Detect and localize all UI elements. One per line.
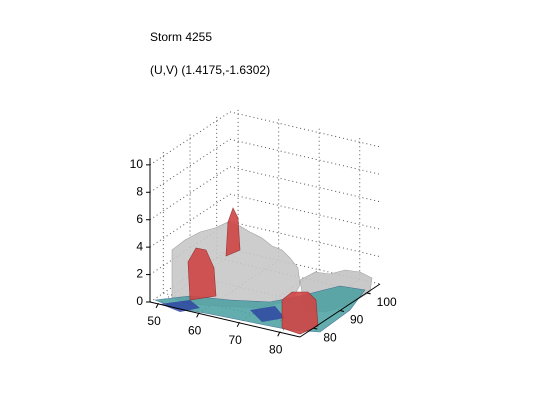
red-surface <box>225 207 241 257</box>
x-axis <box>149 301 301 338</box>
z-tick-label: 4 <box>136 239 143 253</box>
z-tick-label: 2 <box>136 267 143 281</box>
z-tick-label: 6 <box>136 212 143 226</box>
grid-line <box>229 193 381 230</box>
grid-line <box>229 111 381 148</box>
red-surface <box>281 291 319 335</box>
chart-title: Storm 4255 <box>150 30 212 44</box>
x-tick-label: 80 <box>269 342 283 356</box>
y-tick-label: 80 <box>323 330 337 344</box>
grid-line <box>229 138 381 175</box>
y-tick-label: 90 <box>350 313 364 327</box>
y-tick-label: 100 <box>377 295 397 309</box>
tick-mark <box>155 303 159 309</box>
x-tick-label: 70 <box>229 333 243 347</box>
x-tick-label: 60 <box>188 324 202 338</box>
chart-subtitle: (U,V) (1.4175,-1.6302) <box>150 63 270 77</box>
blue-surface <box>160 300 285 322</box>
tick-mark <box>236 322 240 328</box>
red-surface <box>187 247 217 301</box>
z-tick-label: 0 <box>136 294 143 308</box>
tick-mark <box>196 313 200 318</box>
axes: 50 60 70 80 80 90 100 0 2 4 6 8 10 <box>130 157 397 356</box>
tick-mark <box>366 292 371 295</box>
z-tick-label: 10 <box>130 157 144 171</box>
tick-mark <box>277 332 281 337</box>
grid-line <box>229 221 381 258</box>
tick-mark <box>339 310 345 312</box>
tick-mark <box>313 327 318 330</box>
grid-line <box>229 166 381 203</box>
x-tick-label: 50 <box>147 314 161 328</box>
z-tick-label: 8 <box>136 184 143 198</box>
